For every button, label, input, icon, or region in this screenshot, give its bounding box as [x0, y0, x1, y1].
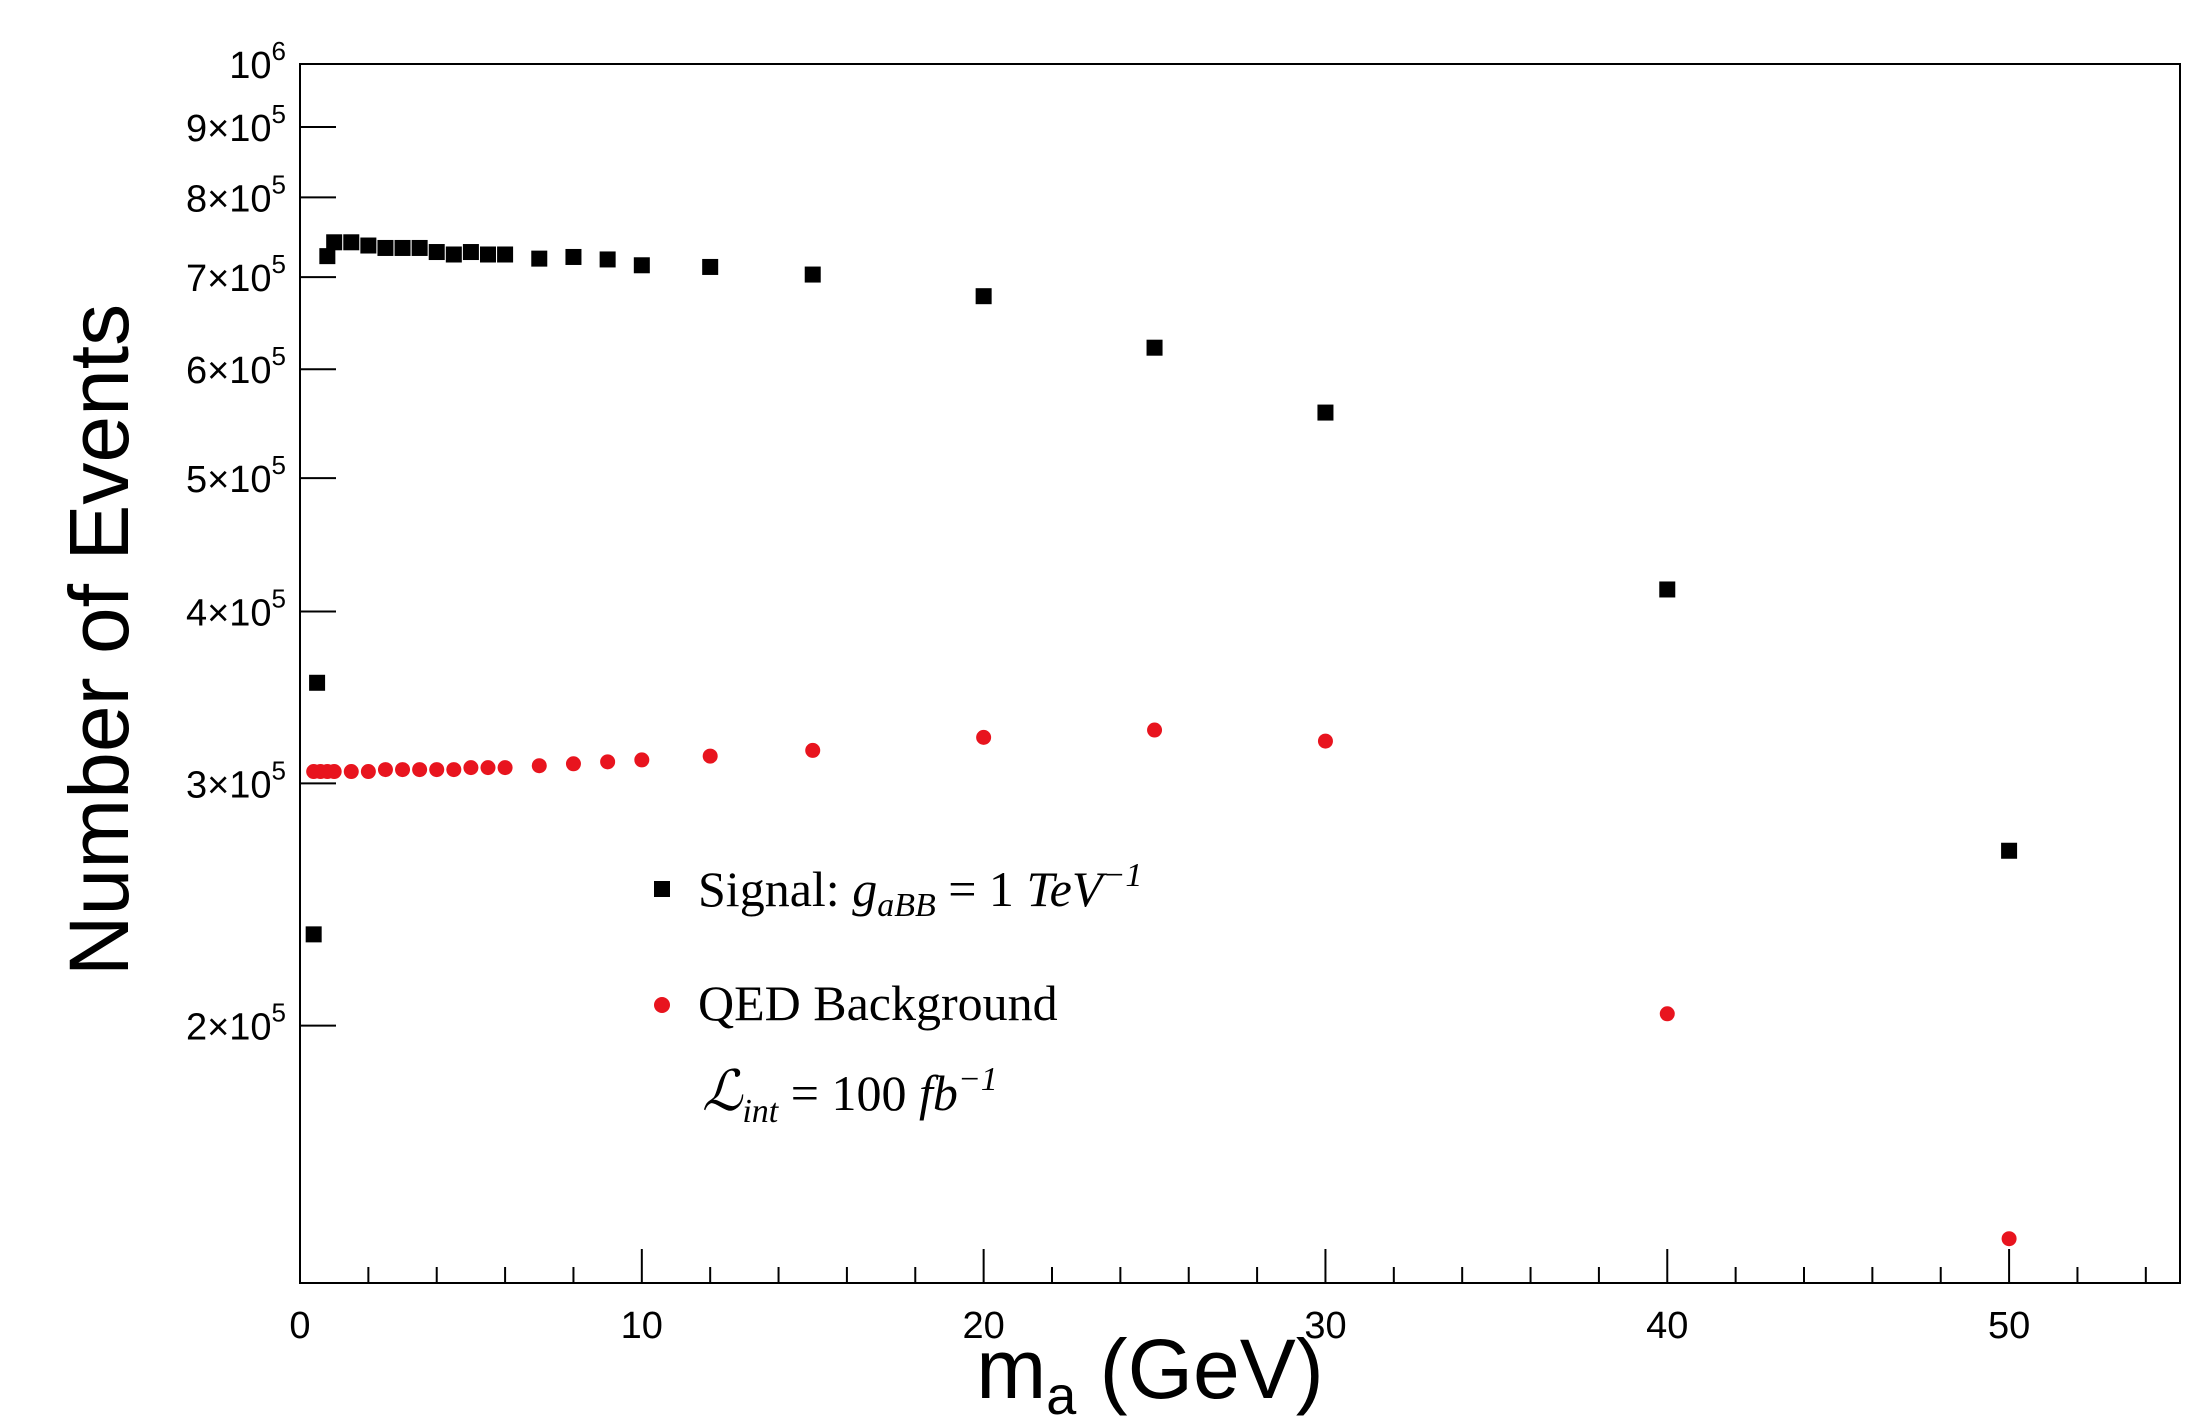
signal-point [394, 239, 411, 256]
plot-border [299, 63, 2181, 1284]
qed-background-point [360, 764, 376, 780]
signal-point [2001, 842, 2018, 859]
signal-point [326, 234, 343, 251]
qed-background-point [2001, 1231, 2017, 1247]
lumi-unit: fb [919, 1065, 958, 1121]
qed-background-point [377, 762, 393, 778]
signal-point [702, 258, 719, 275]
x-tick-label: 10 [621, 1305, 663, 1347]
x-axis-title-main: m [976, 1322, 1046, 1416]
x-axis-title-sub: a [1046, 1366, 1077, 1420]
legend-label-signal: Signal: gaBB = 1 TeV−1 [698, 857, 1142, 924]
qed-background-point [412, 762, 428, 778]
signal-point [480, 246, 496, 263]
signal-point [565, 248, 582, 265]
signal-point [462, 244, 479, 261]
legend-signal-prefix: Signal: [698, 861, 852, 917]
legend-marker-signal [654, 881, 670, 897]
y-tick-label: 5×105 [186, 450, 286, 501]
signal-point [319, 248, 336, 265]
legend-signal-math-exp: −1 [1102, 857, 1142, 894]
signal-point [804, 266, 821, 283]
qed-background-point [1659, 1006, 1675, 1022]
y-axis: 2×105 3×105 4×105 5×105 6×105 7×105 8×105 9×105… [186, 36, 336, 1049]
y-tick-label: 7×105 [186, 249, 286, 300]
signal-point [497, 246, 514, 263]
qed-background-point [480, 760, 496, 776]
signal-point [309, 674, 326, 691]
plot-frame [299, 63, 2181, 1284]
qed-background-point [531, 758, 547, 774]
x-axis: 0 10 20 30 40 50 [289, 1249, 2147, 1347]
qed-background-point [600, 754, 616, 770]
signal-point [377, 239, 394, 256]
x-tick-label: 0 [289, 1305, 310, 1347]
y-tick-label: 4×105 [186, 583, 286, 634]
signal-point [360, 237, 377, 254]
legend: Signal: gaBB = 1 TeV−1 QED Background ℒi… [654, 857, 1142, 1130]
signal-point [428, 244, 445, 261]
qed-background-point [1147, 722, 1163, 738]
x-axis-title: ma (GeV) [976, 1322, 1323, 1420]
qed-background-point [395, 762, 411, 778]
qed-background-point [805, 742, 821, 758]
legend-signal-math-sub: aBB [877, 887, 936, 924]
legend-signal-math-rest: = 1 [936, 861, 1027, 917]
signal-point [599, 251, 616, 268]
x-tick-label: 40 [1646, 1305, 1688, 1347]
lumi-rest: = 100 [778, 1065, 919, 1121]
qed-background-point [497, 760, 513, 776]
qed-background-point [634, 752, 650, 768]
qed-background-point [326, 764, 342, 780]
signal-point [1317, 404, 1334, 421]
lumi-exp: −1 [958, 1061, 998, 1098]
signal-point [411, 239, 428, 256]
y-tick-label: 6×105 [186, 341, 286, 392]
x-tick-label: 50 [1988, 1305, 2030, 1347]
signal-point [1146, 339, 1163, 356]
legend-lumi: ℒint = 100 fb−1 [702, 1061, 998, 1130]
signal-point [531, 250, 548, 267]
legend-signal-math-base: g [852, 861, 877, 917]
qed-background-point [429, 762, 445, 778]
y-tick-label: 8×105 [186, 169, 286, 220]
y-tick-label: 2×105 [186, 998, 286, 1049]
legend-marker-background [654, 997, 670, 1013]
qed-background-point [702, 748, 718, 764]
qed-background-point [463, 760, 479, 776]
signal-point [343, 234, 360, 251]
y-tick-label: 3×105 [186, 755, 286, 806]
legend-signal-math-unit: TeV [1026, 861, 1107, 917]
data-markers [305, 234, 2018, 1247]
qed-background-point [343, 764, 359, 780]
signal-point [975, 288, 992, 305]
qed-background-point [565, 756, 581, 772]
x-tick-label: 30 [1304, 1305, 1346, 1347]
qed-background-point [446, 762, 462, 778]
qed-background-point [1317, 733, 1333, 749]
lumi-sub: int [742, 1093, 779, 1130]
legend-label-background: QED Background [698, 975, 1058, 1031]
signal-point [445, 246, 462, 263]
y-tick-label: 106 [229, 36, 286, 87]
lumi-symbol: ℒ [702, 1061, 744, 1123]
qed-background-point [976, 729, 992, 745]
signal-point [633, 257, 650, 274]
x-tick-label: 20 [962, 1305, 1004, 1347]
signal-point [1659, 581, 1676, 598]
y-axis-title: Number of Events [52, 304, 146, 976]
signal-point [305, 926, 322, 943]
y-tick-label: 9×105 [186, 99, 286, 150]
x-axis-title-unit: (GeV) [1076, 1322, 1323, 1416]
